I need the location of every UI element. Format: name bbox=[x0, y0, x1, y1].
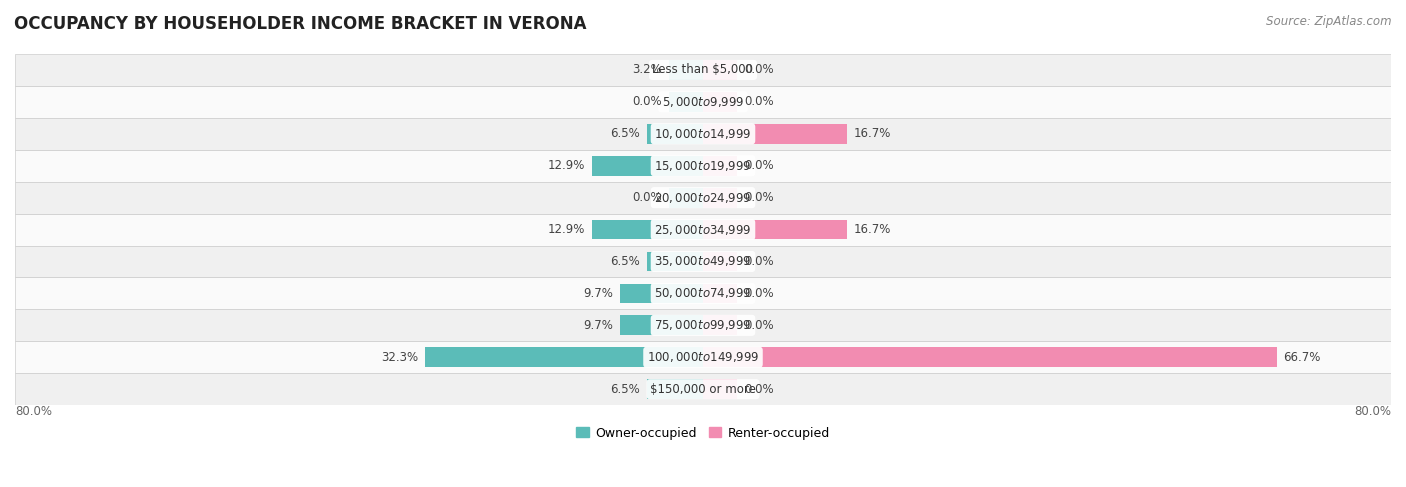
Text: 3.2%: 3.2% bbox=[631, 63, 662, 76]
Bar bbox=[669, 187, 703, 207]
Bar bbox=[15, 341, 1391, 373]
Bar bbox=[703, 252, 737, 271]
Text: 0.0%: 0.0% bbox=[744, 255, 773, 268]
Text: $35,000 to $49,999: $35,000 to $49,999 bbox=[654, 255, 752, 268]
Text: Source: ZipAtlas.com: Source: ZipAtlas.com bbox=[1267, 15, 1392, 28]
Bar bbox=[703, 187, 737, 207]
Bar bbox=[647, 124, 703, 144]
Bar bbox=[669, 92, 703, 112]
Text: 9.7%: 9.7% bbox=[583, 319, 613, 332]
Bar bbox=[592, 220, 703, 240]
Text: 66.7%: 66.7% bbox=[1284, 351, 1320, 364]
Text: 0.0%: 0.0% bbox=[744, 287, 773, 300]
Text: $20,000 to $24,999: $20,000 to $24,999 bbox=[654, 190, 752, 205]
Bar bbox=[620, 316, 703, 335]
Text: $150,000 or more: $150,000 or more bbox=[650, 383, 756, 396]
Bar bbox=[703, 124, 846, 144]
Bar bbox=[15, 118, 1391, 150]
Text: 32.3%: 32.3% bbox=[381, 351, 419, 364]
Bar bbox=[703, 379, 737, 399]
Bar bbox=[703, 92, 737, 112]
Text: 0.0%: 0.0% bbox=[744, 95, 773, 108]
Bar bbox=[620, 283, 703, 303]
Text: $10,000 to $14,999: $10,000 to $14,999 bbox=[654, 127, 752, 141]
Text: 12.9%: 12.9% bbox=[548, 159, 585, 172]
Bar bbox=[425, 347, 703, 367]
Text: 6.5%: 6.5% bbox=[610, 255, 640, 268]
Text: 12.9%: 12.9% bbox=[548, 223, 585, 236]
Bar bbox=[15, 278, 1391, 309]
Text: Less than $5,000: Less than $5,000 bbox=[652, 63, 754, 76]
Text: $50,000 to $74,999: $50,000 to $74,999 bbox=[654, 286, 752, 300]
Bar bbox=[15, 214, 1391, 245]
Text: 0.0%: 0.0% bbox=[633, 191, 662, 204]
Bar bbox=[15, 373, 1391, 405]
Bar bbox=[703, 316, 737, 335]
Legend: Owner-occupied, Renter-occupied: Owner-occupied, Renter-occupied bbox=[571, 422, 835, 445]
Bar bbox=[15, 182, 1391, 214]
Bar bbox=[592, 156, 703, 176]
Text: 0.0%: 0.0% bbox=[633, 95, 662, 108]
Bar bbox=[647, 252, 703, 271]
Text: 6.5%: 6.5% bbox=[610, 127, 640, 140]
Bar bbox=[669, 60, 703, 80]
Bar bbox=[15, 245, 1391, 278]
Text: 6.5%: 6.5% bbox=[610, 383, 640, 396]
Text: 0.0%: 0.0% bbox=[744, 383, 773, 396]
Text: $5,000 to $9,999: $5,000 to $9,999 bbox=[662, 95, 744, 109]
Text: 0.0%: 0.0% bbox=[744, 319, 773, 332]
Text: 0.0%: 0.0% bbox=[744, 63, 773, 76]
Text: 0.0%: 0.0% bbox=[744, 159, 773, 172]
Text: 16.7%: 16.7% bbox=[853, 127, 891, 140]
Bar bbox=[703, 60, 737, 80]
Text: 80.0%: 80.0% bbox=[15, 405, 52, 418]
Text: $75,000 to $99,999: $75,000 to $99,999 bbox=[654, 318, 752, 332]
Text: 0.0%: 0.0% bbox=[744, 191, 773, 204]
Bar bbox=[15, 150, 1391, 182]
Text: OCCUPANCY BY HOUSEHOLDER INCOME BRACKET IN VERONA: OCCUPANCY BY HOUSEHOLDER INCOME BRACKET … bbox=[14, 15, 586, 33]
Text: 80.0%: 80.0% bbox=[1354, 405, 1391, 418]
Bar bbox=[703, 283, 737, 303]
Bar bbox=[647, 379, 703, 399]
Text: 16.7%: 16.7% bbox=[853, 223, 891, 236]
Bar bbox=[703, 347, 1277, 367]
Text: $100,000 to $149,999: $100,000 to $149,999 bbox=[647, 350, 759, 364]
Bar bbox=[15, 309, 1391, 341]
Text: $15,000 to $19,999: $15,000 to $19,999 bbox=[654, 159, 752, 173]
Text: 9.7%: 9.7% bbox=[583, 287, 613, 300]
Bar bbox=[15, 86, 1391, 118]
Bar bbox=[15, 54, 1391, 86]
Text: $25,000 to $34,999: $25,000 to $34,999 bbox=[654, 223, 752, 237]
Bar bbox=[703, 220, 846, 240]
Bar bbox=[703, 156, 737, 176]
